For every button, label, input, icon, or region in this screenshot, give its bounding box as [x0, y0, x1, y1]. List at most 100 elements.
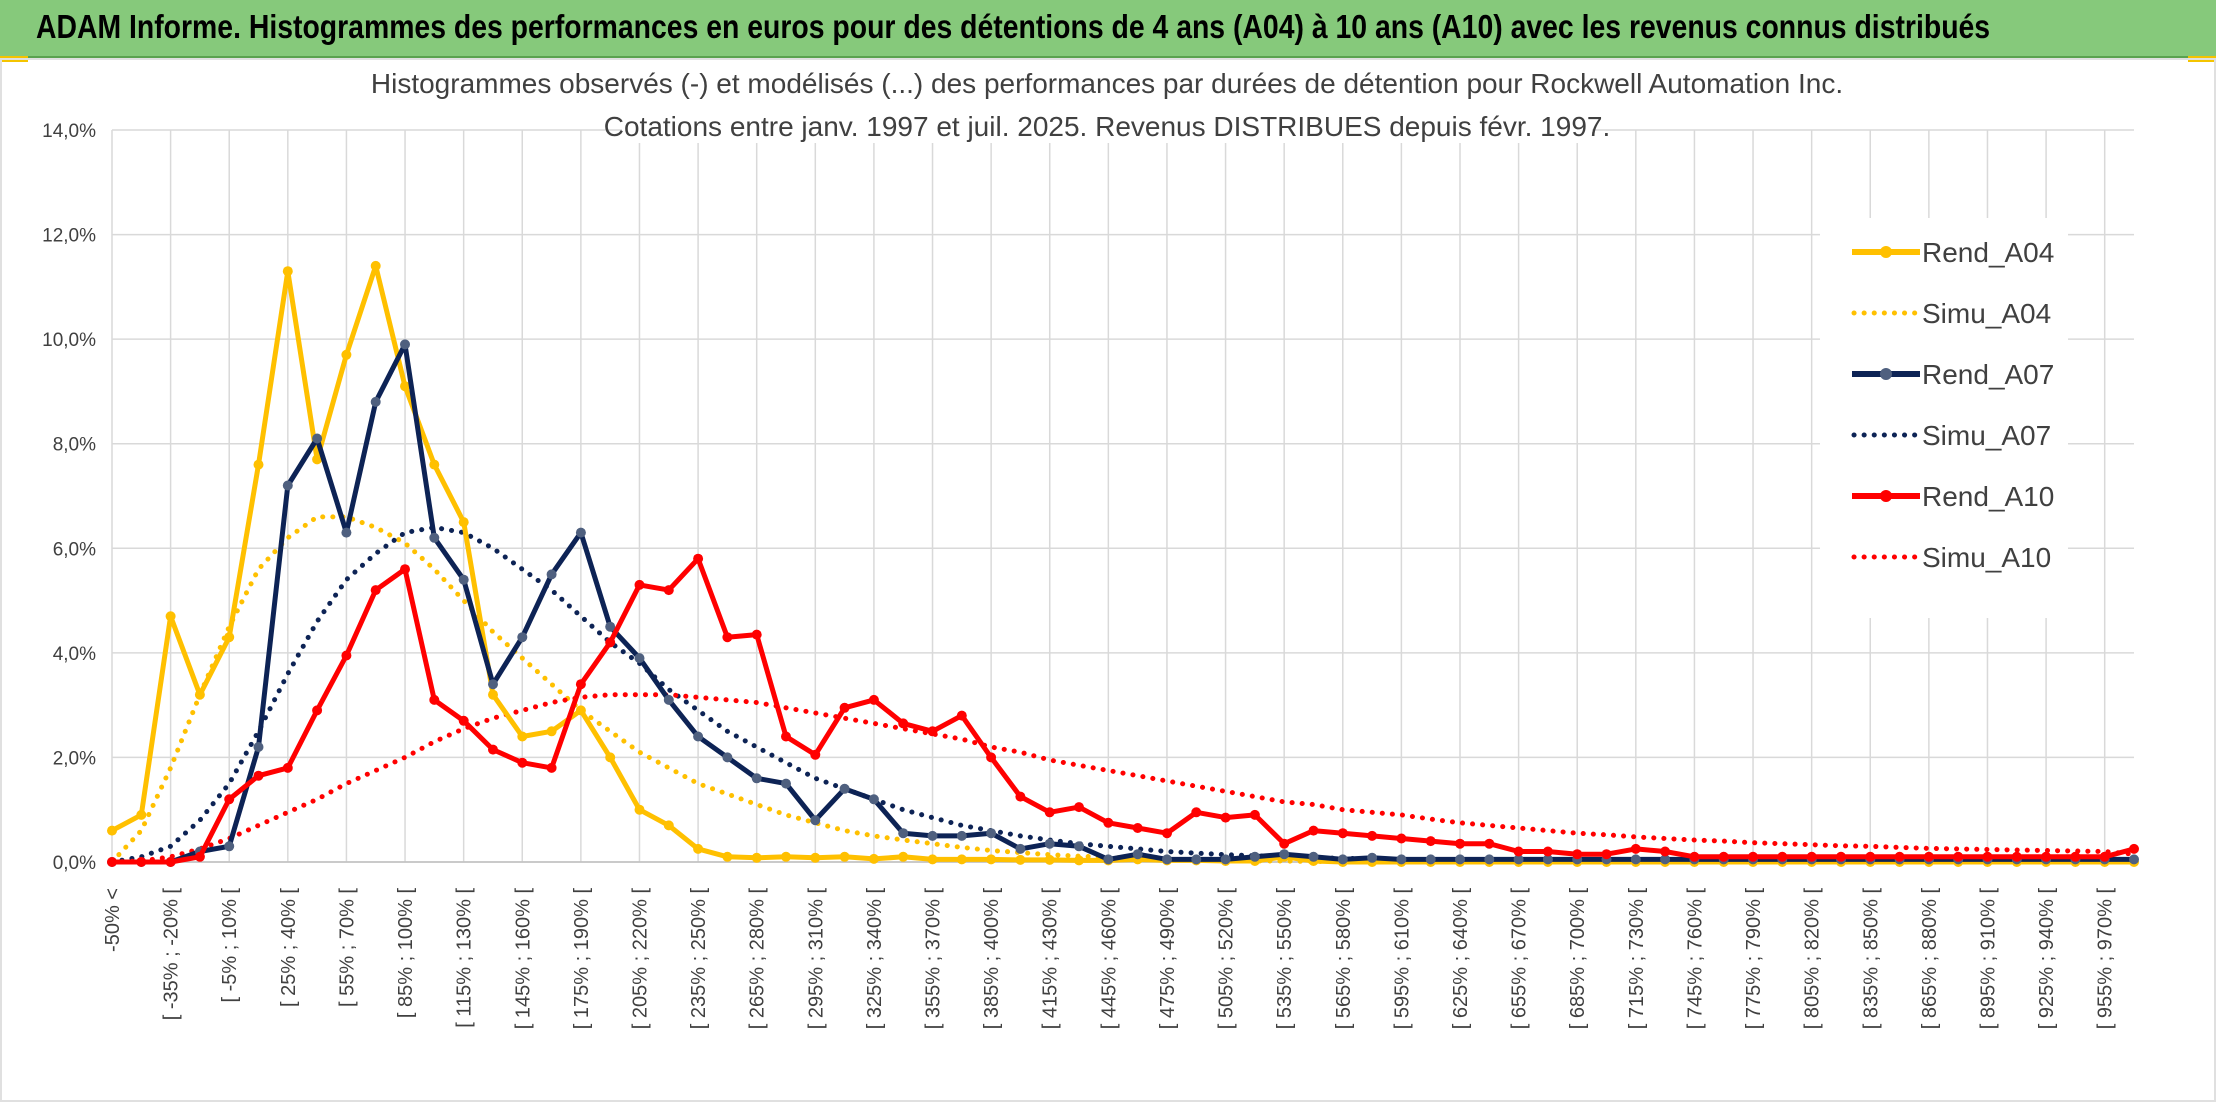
rend-a07-point: [1249, 851, 1260, 862]
chart-subtitle: Cotations entre janv. 1997 et juil. 2025…: [604, 111, 1611, 142]
x-tick-label: [ 865% ; 880% [: [1919, 888, 1941, 1030]
series-simu-a10: [109, 692, 2137, 865]
rend-a07-point: [1513, 854, 1524, 865]
legend-marker: [1880, 490, 1892, 502]
rend-a10-point: [1660, 846, 1671, 857]
rend-a10-point: [1718, 851, 1729, 862]
series-rend-a10: [107, 553, 2139, 867]
rend-a10-point: [194, 851, 205, 862]
rend-a07-point: [634, 653, 645, 664]
rend-a07-point: [1191, 854, 1202, 865]
x-tick-label: [ 745% ; 760% [: [1684, 888, 1706, 1030]
rend-a07-point: [312, 433, 323, 444]
rend-a10-point: [693, 553, 704, 564]
rend-a04-point: [312, 454, 323, 465]
x-tick-label: [ 115% ; 130% [: [454, 888, 476, 1028]
x-tick-label: [ 895% ; 910% [: [1977, 888, 1999, 1030]
x-tick-label: [ 955% ; 970% [: [2095, 888, 2117, 1030]
rend-a04-point: [634, 804, 645, 815]
rend-a10-point: [1367, 830, 1378, 841]
series-lines: [107, 260, 2139, 867]
rend-a10-point: [1132, 823, 1143, 833]
rend-a10-point: [1484, 838, 1495, 849]
x-tick-label: [ 325% ; 340% [: [864, 888, 886, 1030]
legend: Rend_A04 Simu_A04 Rend_A07 Simu_A07 Rend_A10…: [1851, 237, 2054, 573]
rend-a10-point: [898, 718, 909, 729]
rend-a07-point: [605, 621, 616, 632]
legend-backdrop: [1820, 218, 2068, 618]
x-tick-label: [ 595% ; 610% [: [1391, 888, 1413, 1030]
legend-label: Rend_A04: [1922, 237, 2054, 268]
rend-a04-point: [224, 632, 235, 643]
rend-a10-point: [429, 694, 440, 705]
rend-a04-point: [927, 854, 938, 865]
legend-item-simu-a04: Simu_A04: [1851, 298, 2051, 329]
rend-a07-point: [1279, 849, 1290, 860]
rend-a07-point: [341, 527, 352, 538]
simu-a10-line: [109, 692, 2137, 865]
rend-a10-point: [868, 694, 879, 705]
rend-a10-point: [1777, 851, 1788, 862]
rend-a10-point: [1191, 807, 1202, 818]
rend-a10-point: [1923, 851, 1934, 862]
rend-a07-point: [575, 527, 586, 538]
legend-label: Rend_A10: [1922, 481, 2054, 512]
x-tick-label: [ 55% ; 70% [: [336, 888, 358, 1007]
legend-item-rend-a04: Rend_A04: [1852, 237, 2054, 268]
rend-a10-point: [1982, 851, 1993, 862]
y-tick-label: 4,0%: [53, 644, 96, 665]
x-tick-label: [ 535% ; 550% [: [1274, 888, 1296, 1030]
rend-a10-point: [1279, 838, 1290, 849]
rend-a10-point: [751, 629, 762, 640]
rend-a10-point: [1337, 828, 1348, 839]
rend-a10-point: [1806, 851, 1817, 862]
legend-marker: [1880, 246, 1892, 258]
report-title: ADAM Informe. Histogrammes des performan…: [36, 8, 1991, 45]
rend-a07-point: [1074, 841, 1084, 852]
y-tick-label: 6,0%: [53, 539, 96, 560]
performance-histogram-chart: 0,0% 2,0% 4,0% 6,0% 8,0% 10,0% 12,0% 14,0% -50%…: [42, 64, 2139, 1030]
rend-a10-point: [136, 857, 147, 867]
rend-a07-point: [1015, 843, 1026, 854]
x-tick-label: [ 85% ; 100% [: [395, 888, 417, 1019]
x-tick-label: [ 775% ; 790% [: [1743, 888, 1765, 1030]
rend-a10-point: [781, 731, 791, 742]
y-tick-label: 10,0%: [42, 330, 96, 351]
rend-a10-point: [370, 585, 381, 596]
legend-item-rend-a07: Rend_A07: [1852, 359, 2054, 390]
rend-a10-point: [575, 679, 586, 690]
rend-a04-point: [839, 851, 850, 862]
rend-a04-point: [663, 820, 674, 831]
x-tick-label: [ 655% ; 670% [: [1509, 888, 1531, 1030]
legend-item-simu-a10: Simu_A10: [1851, 542, 2051, 573]
rend-a10-point: [488, 744, 498, 755]
legend-label: Rend_A07: [1922, 359, 2054, 390]
legend-label: Simu_A07: [1922, 420, 2051, 451]
rend-a04-point: [986, 854, 997, 865]
rend-a10-point: [282, 762, 293, 773]
x-tick-label: [ 505% ; 520% [: [1216, 888, 1238, 1030]
rend-a10-point: [1396, 833, 1407, 844]
rend-a04-point: [370, 260, 381, 271]
x-tick-label: [ -5% ; 10% [: [219, 888, 241, 1003]
rend-a07-point: [1425, 854, 1436, 865]
rend-a07-point: [488, 679, 498, 690]
rend-a04-point: [1044, 854, 1055, 865]
rend-a04-point: [1074, 855, 1084, 866]
rend-a07-point: [1367, 852, 1378, 863]
rend-a10-point: [1689, 851, 1700, 862]
rend-a07-point: [253, 742, 264, 752]
rend-a04-point: [693, 843, 704, 854]
rend-a07-point: [1660, 854, 1671, 865]
y-tick-label: 2,0%: [53, 748, 96, 769]
x-tick-label: [ 295% ; 310% [: [805, 888, 827, 1030]
rend-a10-point: [2070, 851, 2081, 862]
rend-a10-point: [1513, 846, 1524, 857]
rend-a10-point: [956, 710, 967, 721]
x-tick-label: [ 625% ; 640% [: [1450, 888, 1472, 1030]
rend-a10-point: [400, 564, 410, 575]
rend-a04-point: [1015, 854, 1026, 865]
x-tick-label: [ 25% ; 40% [: [278, 888, 300, 1007]
y-tick-label: 8,0%: [53, 435, 96, 456]
rend-a04-point: [605, 752, 616, 763]
